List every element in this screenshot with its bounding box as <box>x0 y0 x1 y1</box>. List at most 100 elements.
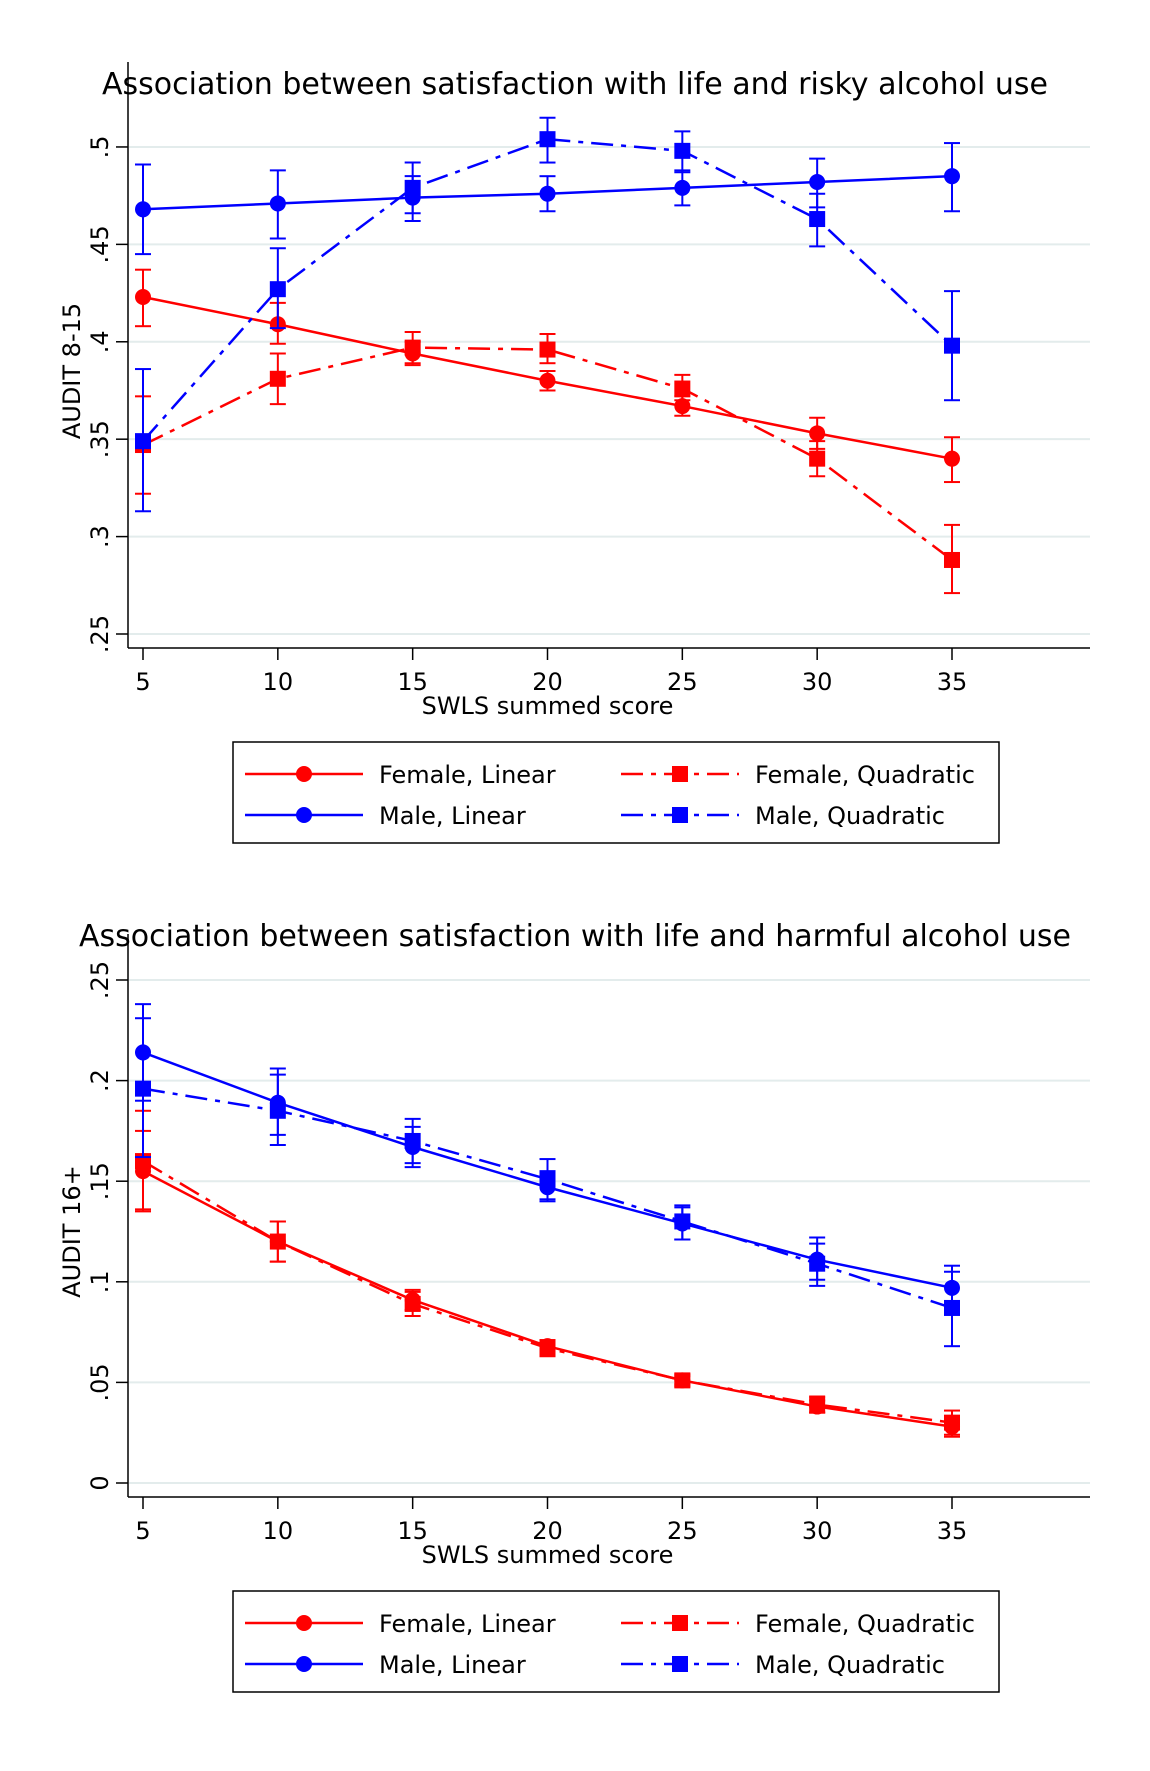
data-point <box>944 1414 960 1431</box>
series-male-quadratic <box>135 1017 960 1348</box>
data-point <box>809 1255 826 1272</box>
data-point <box>809 425 826 442</box>
data-point <box>135 433 151 450</box>
legend-label: Male, Quadratic <box>755 802 945 830</box>
data-point <box>135 288 151 305</box>
x-tick-label: 35 <box>937 1517 968 1545</box>
series-female-quadratic <box>135 1109 960 1438</box>
chart-title: Association between satisfaction with li… <box>79 919 1071 954</box>
data-point <box>944 450 960 467</box>
x-tick-label: 15 <box>397 668 428 696</box>
y-axis-label: AUDIT 16+ <box>58 1165 86 1297</box>
y-tick-label: .05 <box>86 1363 114 1401</box>
x-tick-label: 5 <box>135 1517 150 1545</box>
y-tick-label: .15 <box>86 1162 114 1200</box>
data-point <box>674 142 691 159</box>
legend: Female, Linear Female, Quadratic Male, Lin… <box>232 741 1000 844</box>
data-point <box>269 370 286 387</box>
data-point <box>539 1340 556 1357</box>
data-point <box>944 337 960 354</box>
x-tick-label: 25 <box>667 1517 698 1545</box>
x-tick-label: 5 <box>135 668 150 696</box>
x-tick-label: 35 <box>937 668 968 696</box>
data-point <box>674 1372 691 1389</box>
legend-marker <box>296 807 312 823</box>
data-point <box>539 131 556 148</box>
data-point <box>135 1080 151 1097</box>
x-tick-label: 25 <box>667 668 698 696</box>
legend-marker <box>296 1615 312 1631</box>
y-tick-label: 0 <box>86 1475 114 1490</box>
y-tick-label: .1 <box>86 1270 114 1293</box>
chart-panel-2: Association between satisfaction with li… <box>58 919 1090 1693</box>
y-tick-label: .4 <box>86 330 114 353</box>
data-point <box>539 341 556 358</box>
x-tick-label: 10 <box>263 1517 294 1545</box>
data-point <box>809 174 826 191</box>
legend-box <box>232 1590 1000 1693</box>
x-tick-label: 10 <box>263 668 294 696</box>
legend-label: Female, Quadratic <box>755 761 975 789</box>
data-point <box>269 1233 286 1250</box>
data-point <box>539 1171 556 1188</box>
x-tick-label: 20 <box>532 1517 563 1545</box>
data-point <box>944 1299 960 1316</box>
data-point <box>809 450 826 467</box>
x-tick-label: 15 <box>397 1517 428 1545</box>
legend-marker <box>672 1656 688 1672</box>
series-line <box>142 1170 953 1428</box>
legend-marker <box>672 1615 688 1631</box>
legend-label: Female, Quadratic <box>755 1610 975 1638</box>
y-tick-label: .2 <box>86 1069 114 1092</box>
data-point <box>539 372 556 389</box>
data-point <box>404 179 421 196</box>
data-point <box>809 1396 826 1413</box>
y-tick-label: .5 <box>86 136 114 159</box>
data-point <box>269 1102 286 1119</box>
legend-marker <box>672 766 688 782</box>
legend-marker <box>296 766 312 782</box>
series-male-linear <box>135 1003 960 1311</box>
x-tick-label: 20 <box>532 668 563 696</box>
x-tick-label: 30 <box>802 1517 833 1545</box>
series-female-quadratic <box>135 331 960 595</box>
data-point <box>674 179 691 196</box>
data-point <box>944 168 960 185</box>
y-tick-label: .3 <box>86 525 114 548</box>
x-tick-label: 30 <box>802 668 833 696</box>
data-point <box>404 1132 421 1149</box>
legend-marker <box>296 1656 312 1672</box>
legend-label: Male, Linear <box>379 802 526 830</box>
data-point <box>674 398 691 415</box>
data-point <box>404 1295 421 1312</box>
y-tick-label: .35 <box>86 420 114 458</box>
chart-panel-1: Association between satisfaction with li… <box>58 62 1090 844</box>
legend-label: Male, Quadratic <box>755 1651 945 1679</box>
y-tick-label: .25 <box>86 615 114 653</box>
legend-label: Male, Linear <box>379 1651 526 1679</box>
data-point <box>674 1213 691 1230</box>
legend-marker <box>672 807 688 823</box>
data-point <box>539 185 556 202</box>
series-female-linear <box>135 268 960 484</box>
x-axis-label: SWLS summed score <box>422 692 674 720</box>
x-axis-label: SWLS summed score <box>422 1541 674 1569</box>
y-tick-label: .45 <box>86 225 114 263</box>
chart-title: Association between satisfaction with li… <box>102 67 1048 102</box>
data-point <box>269 195 286 212</box>
data-point <box>404 339 421 356</box>
data-point <box>674 380 691 397</box>
y-axis-label: AUDIT 8-15 <box>58 303 86 439</box>
data-point <box>135 201 151 218</box>
legend-box <box>232 741 1000 844</box>
series-male-quadratic <box>135 116 960 513</box>
legend: Female, Linear Female, Quadratic Male, Lin… <box>232 1590 1000 1693</box>
y-tick-label: .25 <box>86 961 114 999</box>
data-point <box>269 281 286 298</box>
legend-label: Female, Linear <box>379 1610 556 1638</box>
legend-label: Female, Linear <box>379 761 556 789</box>
data-point <box>809 211 826 228</box>
series-male-linear <box>135 142 960 256</box>
data-point <box>944 551 960 568</box>
